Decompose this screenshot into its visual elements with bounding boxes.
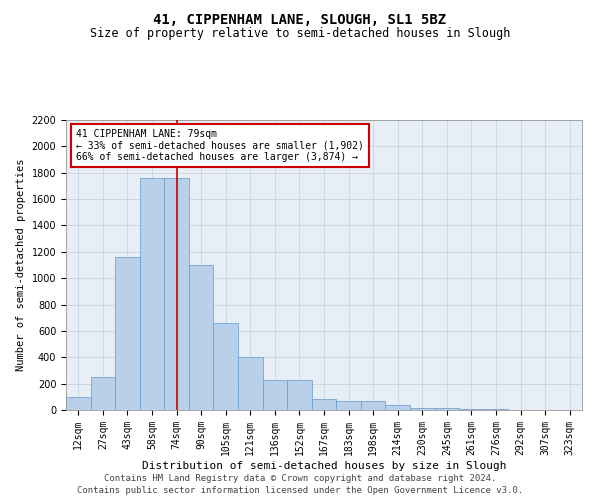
- Text: 41 CIPPENHAM LANE: 79sqm
← 33% of semi-detached houses are smaller (1,902)
66% o: 41 CIPPENHAM LANE: 79sqm ← 33% of semi-d…: [76, 128, 364, 162]
- Bar: [336, 402, 361, 410]
- Bar: [115, 257, 140, 410]
- Bar: [484, 408, 508, 410]
- Text: 41, CIPPENHAM LANE, SLOUGH, SL1 5BZ: 41, CIPPENHAM LANE, SLOUGH, SL1 5BZ: [154, 12, 446, 26]
- Bar: [410, 408, 434, 410]
- Bar: [66, 397, 91, 410]
- Bar: [434, 408, 459, 410]
- Bar: [263, 380, 287, 410]
- Bar: [459, 408, 484, 410]
- Bar: [238, 358, 263, 410]
- Bar: [91, 377, 115, 410]
- Bar: [287, 380, 312, 410]
- Bar: [140, 178, 164, 410]
- Text: Size of property relative to semi-detached houses in Slough: Size of property relative to semi-detach…: [90, 28, 510, 40]
- Y-axis label: Number of semi-detached properties: Number of semi-detached properties: [16, 159, 26, 371]
- Bar: [164, 178, 189, 410]
- Bar: [361, 402, 385, 410]
- Bar: [214, 323, 238, 410]
- X-axis label: Distribution of semi-detached houses by size in Slough: Distribution of semi-detached houses by …: [142, 460, 506, 470]
- Bar: [385, 406, 410, 410]
- Bar: [189, 265, 214, 410]
- Bar: [312, 400, 336, 410]
- Text: Contains HM Land Registry data © Crown copyright and database right 2024.
Contai: Contains HM Land Registry data © Crown c…: [77, 474, 523, 495]
